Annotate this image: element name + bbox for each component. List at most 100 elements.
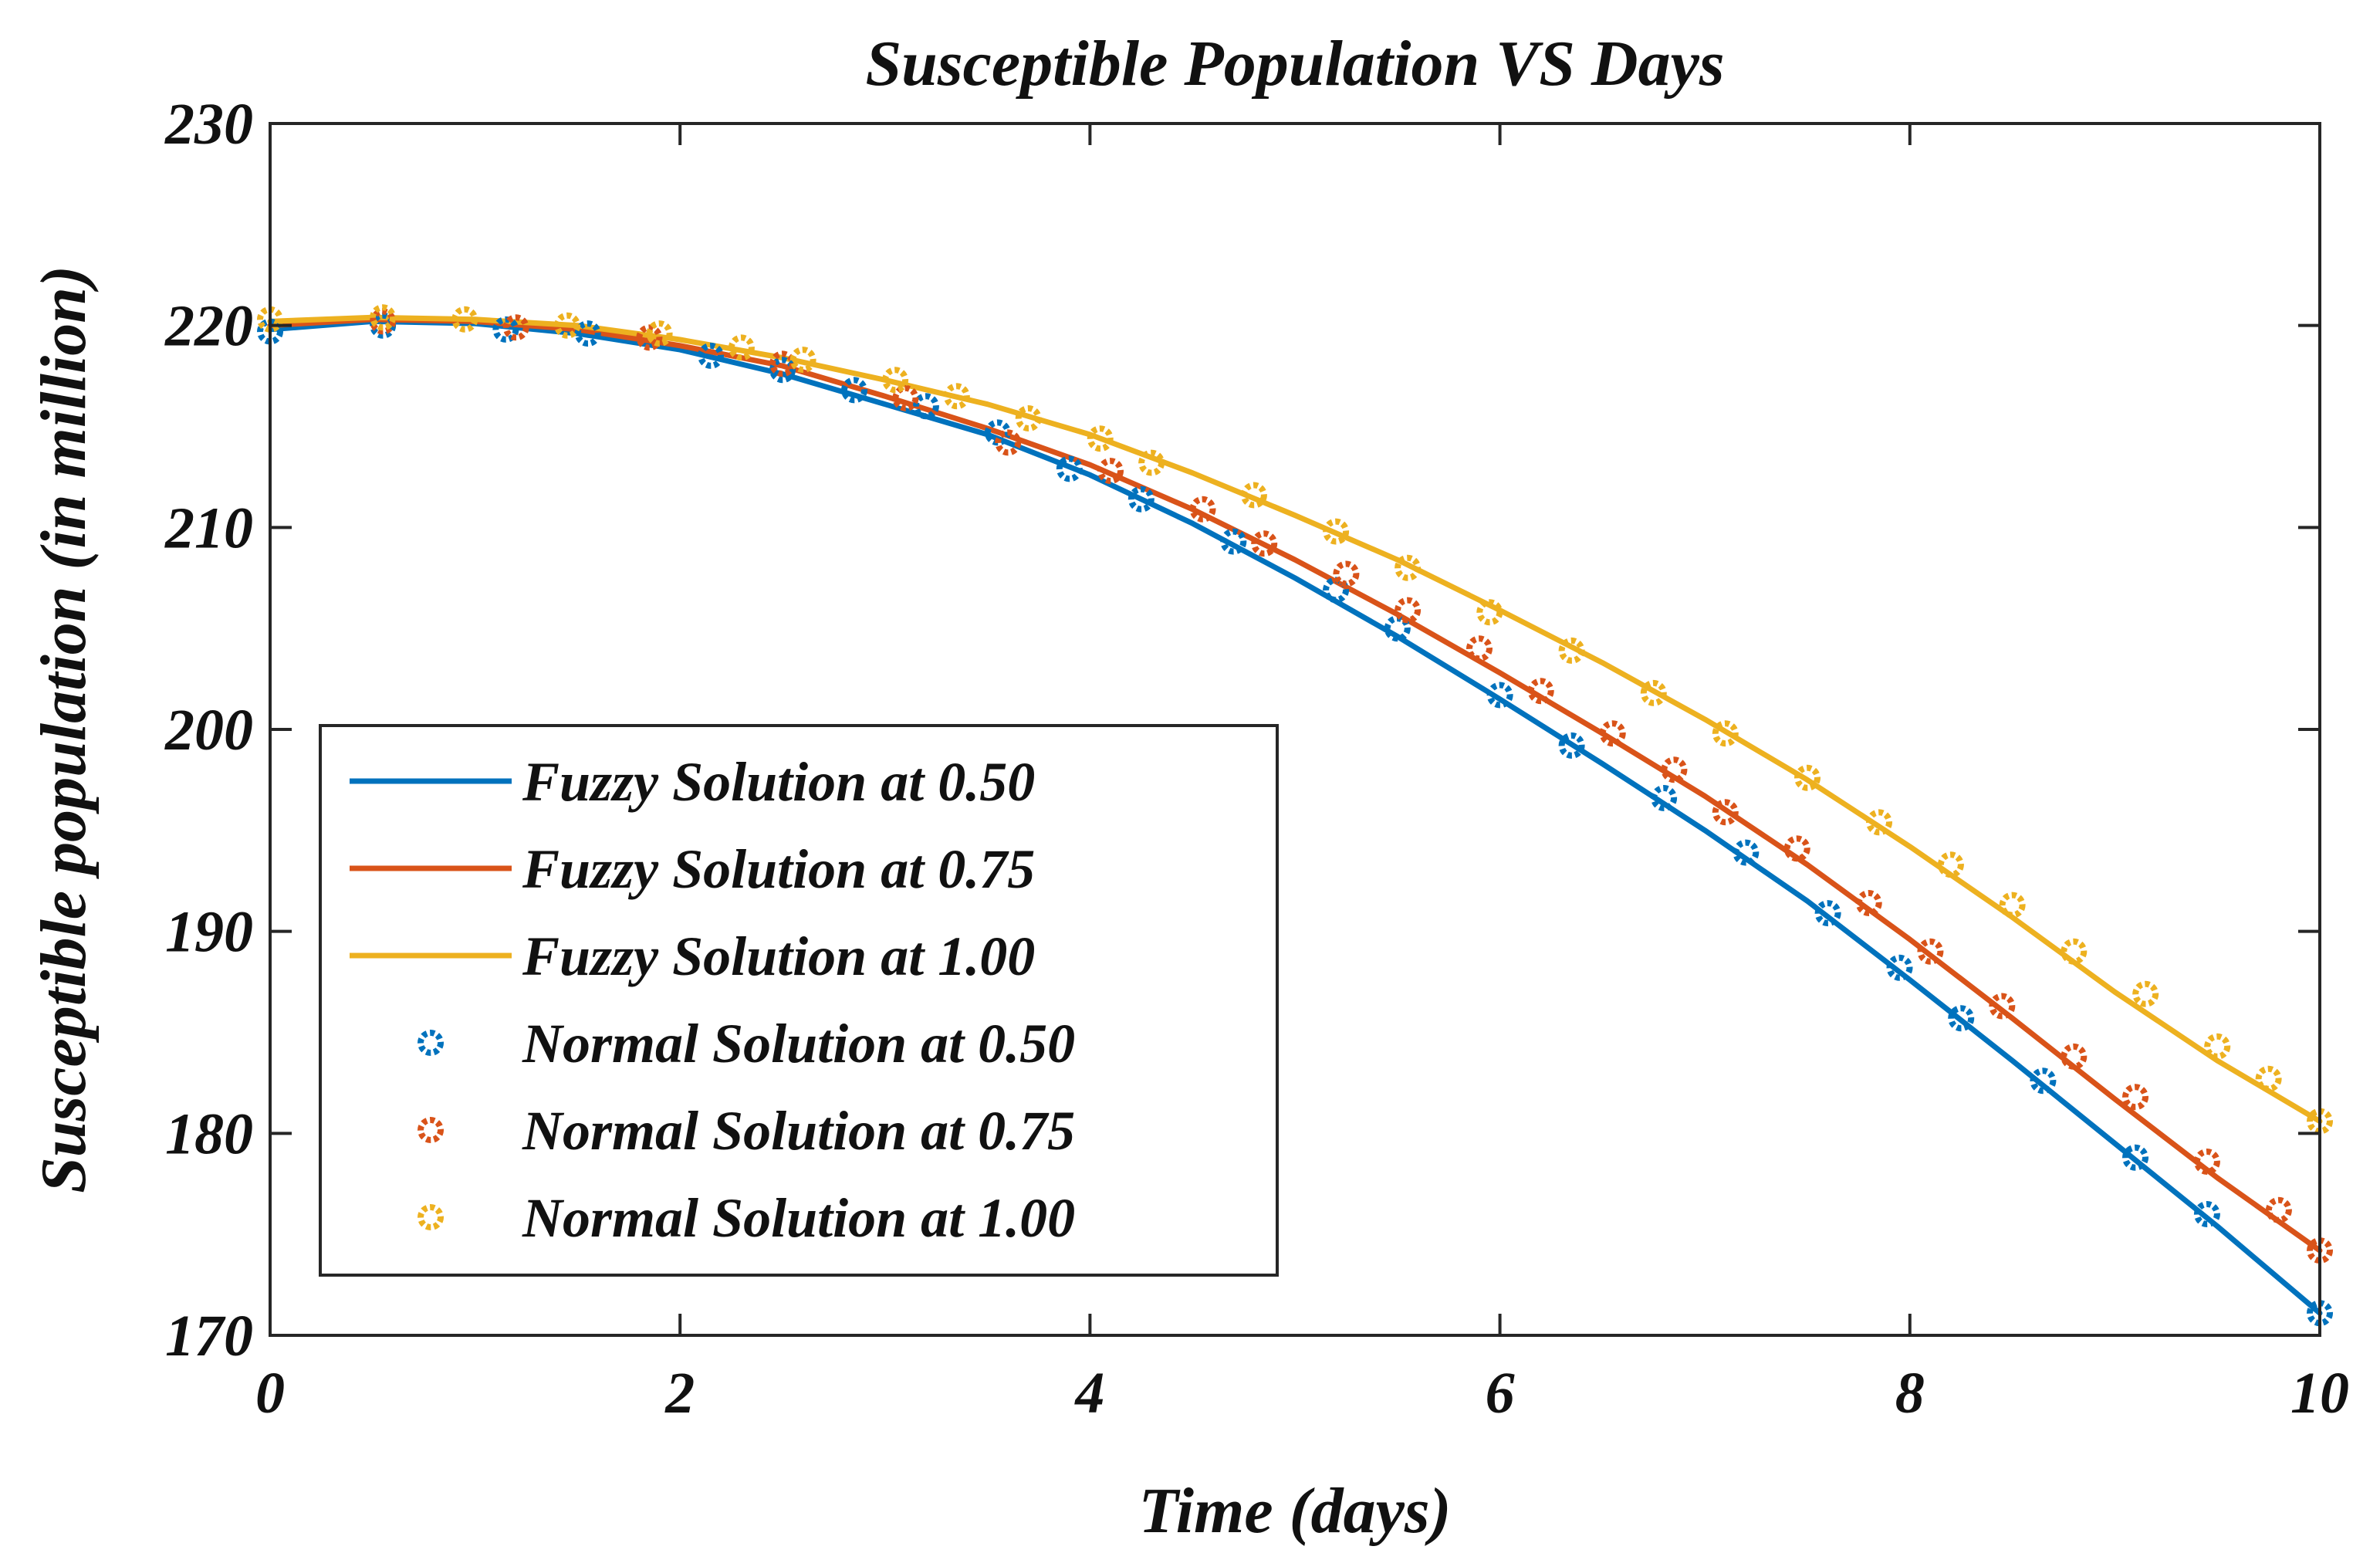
data-point — [370, 304, 397, 331]
x-tick-label: 10 — [2290, 1361, 2349, 1426]
data-point — [1794, 764, 1820, 791]
data-point — [2122, 1144, 2148, 1171]
data-point — [1886, 954, 1913, 981]
legend-label: Normal Solution at 0.50 — [522, 1013, 1075, 1074]
data-point — [1651, 785, 1678, 811]
data-point — [2061, 1043, 2088, 1070]
data-point — [882, 367, 909, 394]
data-point — [2255, 1065, 2282, 1092]
data-point — [943, 383, 970, 410]
series-layer — [257, 304, 2333, 1327]
legend-entry-fuzzy-solution-at-0-75: Fuzzy Solution at 0.75 — [350, 838, 1035, 900]
data-point — [1087, 425, 1114, 452]
legend-entry-normal-solution-at-1-00: Normal Solution at 1.00 — [418, 1187, 1075, 1249]
legend-box — [319, 724, 1279, 1277]
data-point — [451, 306, 478, 333]
data-point — [1220, 528, 1247, 555]
data-point — [1937, 851, 1964, 878]
data-point — [2265, 1196, 2292, 1223]
data-point — [789, 347, 816, 374]
data-point — [1733, 839, 1760, 866]
data-point — [995, 429, 1022, 456]
legend-marker-swatch — [418, 1204, 444, 1230]
legend-marker-swatch — [418, 1117, 444, 1143]
data-point — [841, 377, 867, 404]
legend-entry-normal-solution-at-0-50: Normal Solution at 0.50 — [418, 1013, 1075, 1074]
data-point — [1395, 554, 1422, 581]
data-point — [646, 320, 673, 347]
y-tick-label: 220 — [164, 294, 253, 359]
y-tick-label: 210 — [164, 496, 253, 560]
data-point — [1251, 530, 1278, 557]
data-point — [1640, 679, 1667, 706]
y-tick-label: 230 — [164, 92, 253, 157]
data-point — [2193, 1201, 2220, 1227]
x-tick-label: 4 — [1073, 1361, 1104, 1426]
data-point — [1056, 455, 1083, 482]
y-tick-label: 190 — [165, 900, 253, 965]
data-point — [912, 393, 939, 420]
data-point — [1558, 637, 1585, 664]
legend: Fuzzy Solution at 0.50 Fuzzy Solution at … — [319, 724, 1279, 1277]
x-tick-label: 8 — [1895, 1361, 1925, 1426]
y-tick-label: 180 — [165, 1101, 253, 1166]
series-line-fuzzy-solution-at-0-50 — [267, 318, 2323, 1316]
data-point — [1527, 678, 1554, 705]
data-point — [502, 314, 529, 341]
y-tick-label: 170 — [165, 1304, 253, 1369]
data-point — [1712, 720, 1739, 747]
data-point — [728, 334, 755, 361]
data-point — [1866, 809, 1892, 836]
legend-label: Normal Solution at 0.75 — [522, 1100, 1075, 1162]
x-axis-label: Time (days) — [1138, 1475, 1451, 1547]
data-point — [1486, 682, 1513, 709]
data-point — [1558, 732, 1585, 759]
data-point — [892, 384, 919, 411]
data-point — [554, 312, 581, 339]
data-point — [698, 342, 724, 369]
legend-label: Fuzzy Solution at 0.75 — [522, 838, 1035, 900]
data-point — [574, 320, 601, 347]
data-point — [1127, 486, 1155, 513]
legend-marker-swatch — [418, 1030, 444, 1056]
chart-title: Susceptible Population VS Days — [865, 28, 1724, 100]
legend-label: Fuzzy Solution at 1.00 — [522, 925, 1035, 987]
data-point — [2204, 1033, 2231, 1060]
data-point — [1783, 835, 1810, 862]
y-axis-label: Susceptible population (in million) — [28, 266, 100, 1193]
data-point — [1989, 993, 2016, 1020]
data-point — [1476, 599, 1503, 626]
legend-label: Fuzzy Solution at 0.50 — [522, 751, 1035, 813]
data-point — [1323, 518, 1350, 545]
data-point — [1015, 405, 1042, 431]
series-line-fuzzy-solution-at-1-00 — [267, 314, 2323, 1125]
legend-entry-fuzzy-solution-at-1-00: Fuzzy Solution at 1.00 — [350, 925, 1035, 987]
data-point — [1097, 458, 1124, 485]
data-point — [1240, 482, 1267, 509]
y-tick-label: 200 — [164, 698, 253, 763]
data-point — [636, 324, 663, 351]
data-point — [1384, 615, 1411, 642]
data-point — [2061, 938, 2088, 965]
data-point — [1855, 890, 1882, 916]
data-point — [1917, 938, 1944, 965]
data-point — [1814, 900, 1841, 927]
data-point — [2193, 1149, 2220, 1175]
data-point — [2132, 980, 2159, 1007]
legend-label: Normal Solution at 1.00 — [522, 1187, 1075, 1249]
legend-entry-normal-solution-at-0-75: Normal Solution at 0.75 — [418, 1100, 1075, 1162]
data-point — [1999, 892, 2026, 919]
data-point — [492, 316, 519, 343]
data-point — [1333, 560, 1360, 587]
data-point — [1712, 799, 1739, 826]
data-point — [1948, 1005, 1975, 1032]
data-point — [1661, 756, 1688, 783]
data-point — [1395, 597, 1422, 624]
data-point — [1138, 449, 1165, 476]
legend-entry-fuzzy-solution-at-0-50: Fuzzy Solution at 0.50 — [350, 751, 1035, 813]
data-point — [1599, 720, 1626, 747]
data-point — [2122, 1084, 2148, 1111]
x-tick-label: 0 — [255, 1361, 285, 1426]
data-point — [2030, 1067, 2057, 1095]
